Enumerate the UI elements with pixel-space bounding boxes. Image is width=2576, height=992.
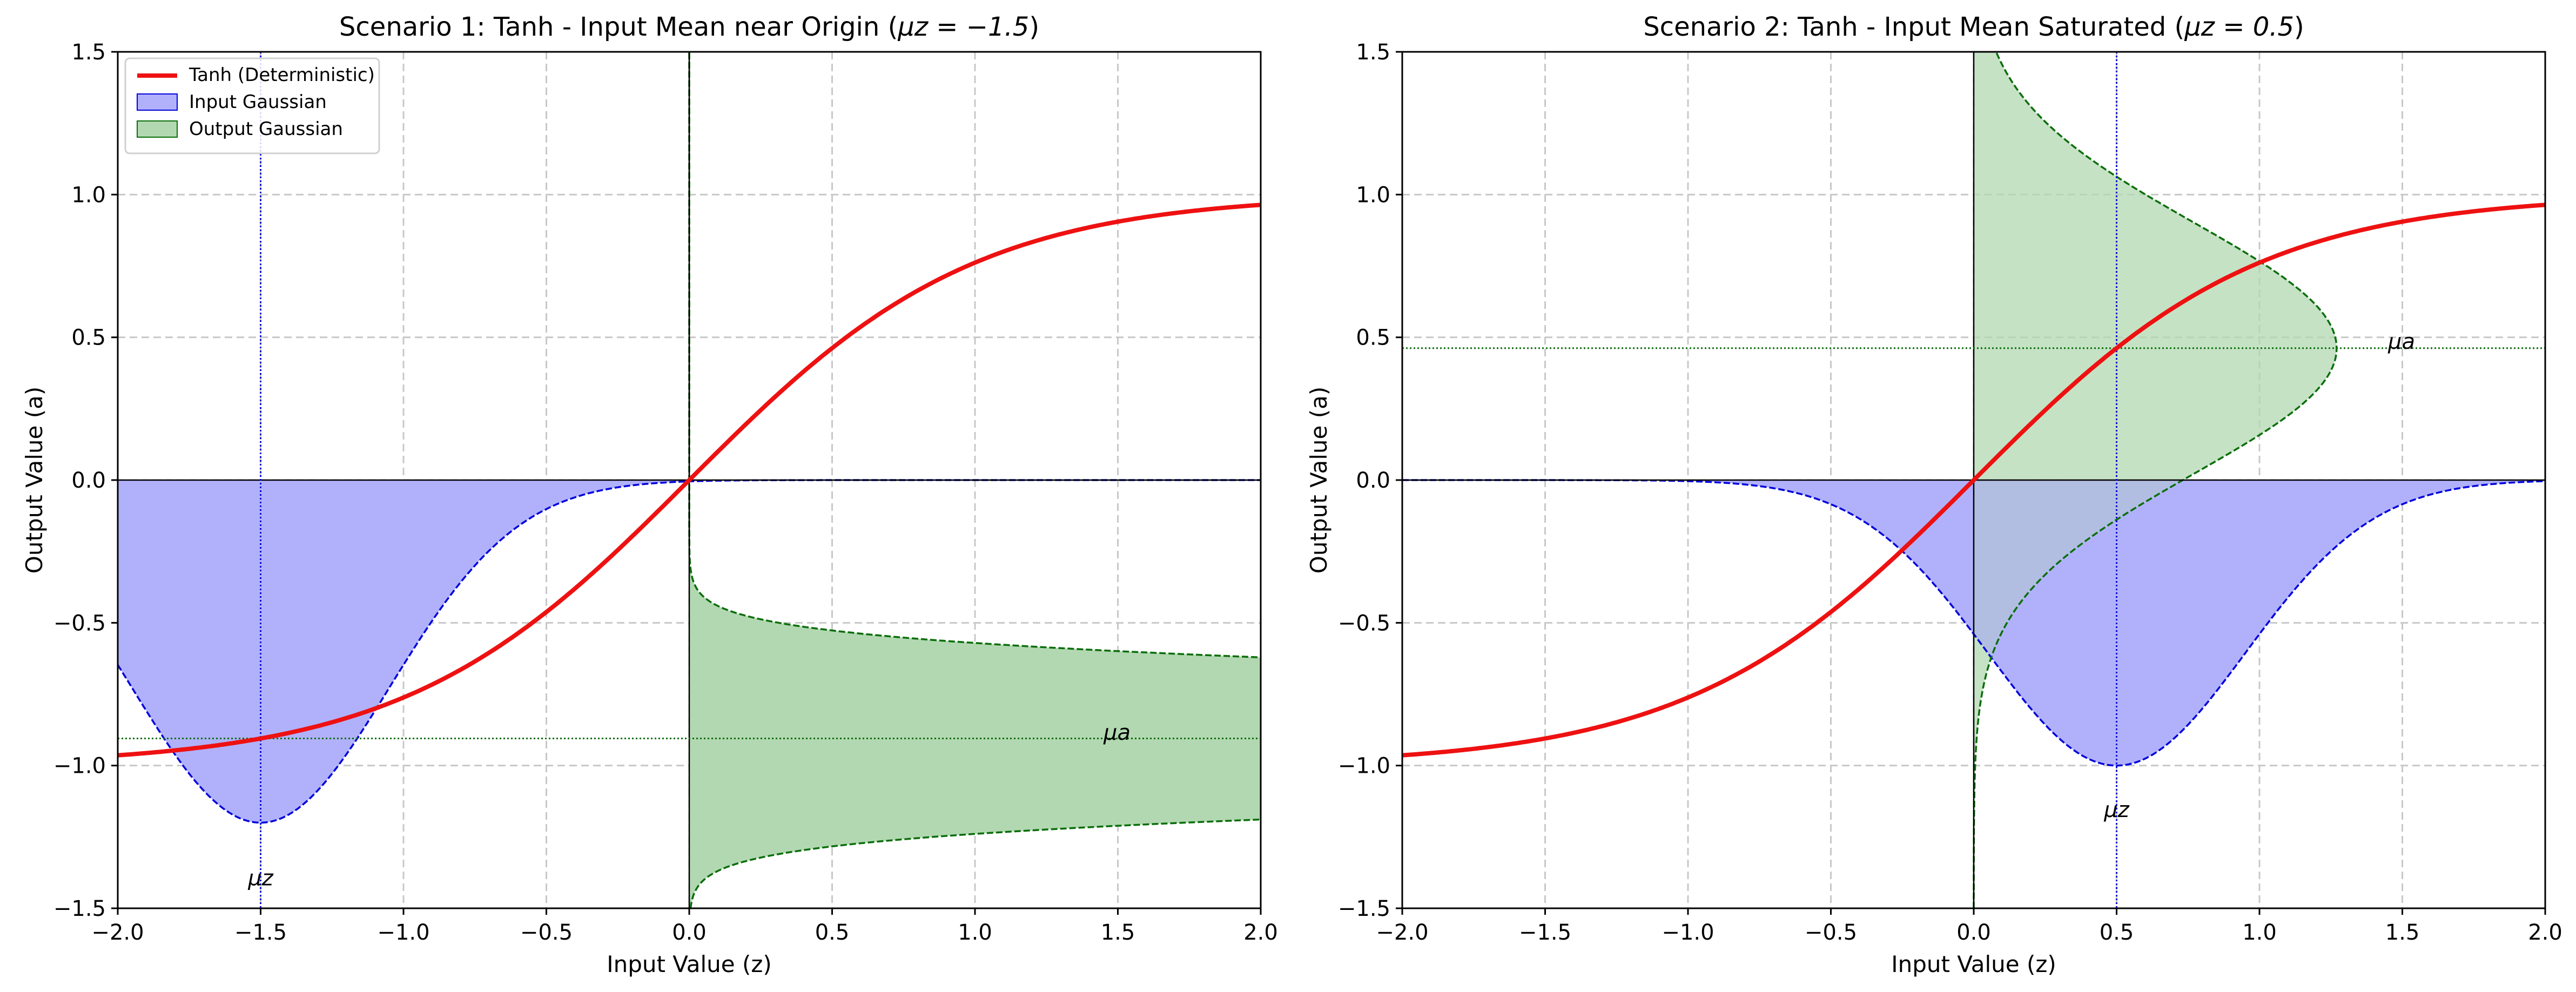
y-tick-label: −1.0 bbox=[53, 754, 106, 779]
y-tick-label: −0.5 bbox=[1338, 611, 1390, 636]
mu-a-label: μa bbox=[1103, 720, 1131, 745]
output-gaussian-fill bbox=[689, 52, 1261, 908]
legend-entry-label: Tanh (Deterministic) bbox=[189, 64, 375, 86]
plot-area bbox=[118, 52, 1261, 908]
x-tick-label: 0.0 bbox=[1956, 920, 1991, 945]
x-tick-label: −1.5 bbox=[1519, 920, 1571, 945]
y-tick-label: −1.5 bbox=[1338, 896, 1390, 921]
y-tick-label: 0.5 bbox=[71, 326, 106, 350]
legend-swatch-output bbox=[137, 120, 178, 138]
chart-title-close: ) bbox=[2294, 12, 2304, 42]
x-tick-label: 0.5 bbox=[2100, 920, 2134, 945]
y-axis-label: Output Value (a) bbox=[21, 387, 48, 573]
x-tick-label: 0.0 bbox=[672, 920, 707, 945]
legend-entry-label: Output Gaussian bbox=[189, 118, 343, 140]
y-tick-label: 1.0 bbox=[71, 183, 106, 207]
tanh-curve bbox=[118, 203, 1261, 758]
x-tick-label: 2.0 bbox=[2528, 920, 2562, 945]
x-tick-label: −0.5 bbox=[520, 920, 573, 945]
input-gaussian-fill bbox=[118, 480, 1261, 823]
x-tick-label: −1.5 bbox=[234, 920, 287, 945]
x-axis-label: Input Value (z) bbox=[1891, 951, 2056, 977]
mu-z-label: μz bbox=[247, 866, 273, 891]
legend: Tanh (Deterministic) Input Gaussian Output… bbox=[124, 57, 380, 154]
y-tick-label: 1.5 bbox=[71, 40, 106, 65]
chart-title: Scenario 2: Tanh - Input Mean Saturated … bbox=[1643, 12, 2304, 42]
y-tick-label: 0.5 bbox=[1356, 326, 1390, 350]
y-tick-label: 1.0 bbox=[1356, 183, 1390, 207]
y-tick-label: −1.0 bbox=[1338, 754, 1390, 779]
chart-title-text: Scenario 2: Tanh - Input Mean Saturated … bbox=[1643, 12, 2184, 42]
y-tick-label: −0.5 bbox=[53, 611, 106, 636]
x-tick-label: 1.0 bbox=[2242, 920, 2277, 945]
chart-title-math: μz = −1.5 bbox=[897, 12, 1029, 42]
y-tick-label: 0.0 bbox=[71, 468, 106, 493]
chart-title-math: μz = 0.5 bbox=[2184, 12, 2294, 42]
y-tick-label: −1.5 bbox=[53, 896, 106, 921]
x-tick-label: −1.0 bbox=[1662, 920, 1714, 945]
mu-a-label: μa bbox=[2387, 329, 2415, 354]
x-tick-label: 1.0 bbox=[958, 920, 992, 945]
x-tick-label: 2.0 bbox=[1243, 920, 1278, 945]
tanh-curve bbox=[1402, 203, 2545, 758]
x-tick-label: −0.5 bbox=[1805, 920, 1857, 945]
y-tick-label: 1.5 bbox=[1356, 40, 1390, 65]
x-tick-label: 0.5 bbox=[815, 920, 850, 945]
legend-entry-label: Input Gaussian bbox=[189, 91, 327, 113]
x-tick-label: −2.0 bbox=[1376, 920, 1428, 945]
legend-frame bbox=[124, 57, 380, 154]
x-tick-label: 1.5 bbox=[2385, 920, 2420, 945]
chart-title: Scenario 1: Tanh - Input Mean near Origi… bbox=[339, 12, 1039, 42]
plot-area bbox=[1402, 52, 2545, 908]
y-axis-label: Output Value (a) bbox=[1306, 387, 1332, 573]
x-tick-label: −1.0 bbox=[377, 920, 429, 945]
x-tick-label: −2.0 bbox=[91, 920, 144, 945]
x-axis-label: Input Value (z) bbox=[607, 951, 772, 977]
y-tick-label: 0.0 bbox=[1356, 468, 1390, 493]
x-tick-label: 1.5 bbox=[1101, 920, 1135, 945]
chart-title-text: Scenario 1: Tanh - Input Mean near Origi… bbox=[339, 12, 898, 42]
mu-z-label: μz bbox=[2103, 798, 2129, 822]
legend-swatch-input bbox=[137, 93, 178, 111]
chart-title-close: ) bbox=[1029, 12, 1039, 42]
